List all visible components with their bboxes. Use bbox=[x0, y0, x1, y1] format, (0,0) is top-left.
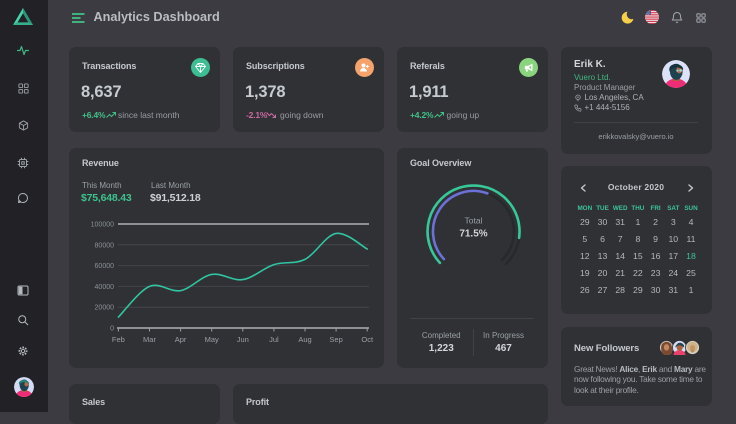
svg-text:Jun: Jun bbox=[237, 335, 249, 344]
svg-text:Mar: Mar bbox=[143, 335, 156, 344]
svg-text:Aug: Aug bbox=[298, 335, 311, 344]
svg-text:60000: 60000 bbox=[95, 263, 115, 270]
svg-text:80000: 80000 bbox=[95, 242, 115, 249]
svg-text:20000: 20000 bbox=[95, 305, 115, 312]
svg-text:Sep: Sep bbox=[329, 335, 342, 344]
svg-text:Feb: Feb bbox=[112, 335, 125, 344]
svg-text:Oct: Oct bbox=[361, 335, 374, 344]
svg-text:100000: 100000 bbox=[91, 222, 114, 229]
svg-text:40000: 40000 bbox=[95, 284, 115, 291]
svg-text:0: 0 bbox=[110, 326, 114, 333]
svg-text:Apr: Apr bbox=[175, 335, 187, 344]
svg-text:May: May bbox=[205, 335, 219, 344]
svg-text:Jul: Jul bbox=[269, 335, 279, 344]
svg-text:71.5%: 71.5% bbox=[459, 229, 487, 240]
svg-text:Total: Total bbox=[465, 216, 483, 226]
